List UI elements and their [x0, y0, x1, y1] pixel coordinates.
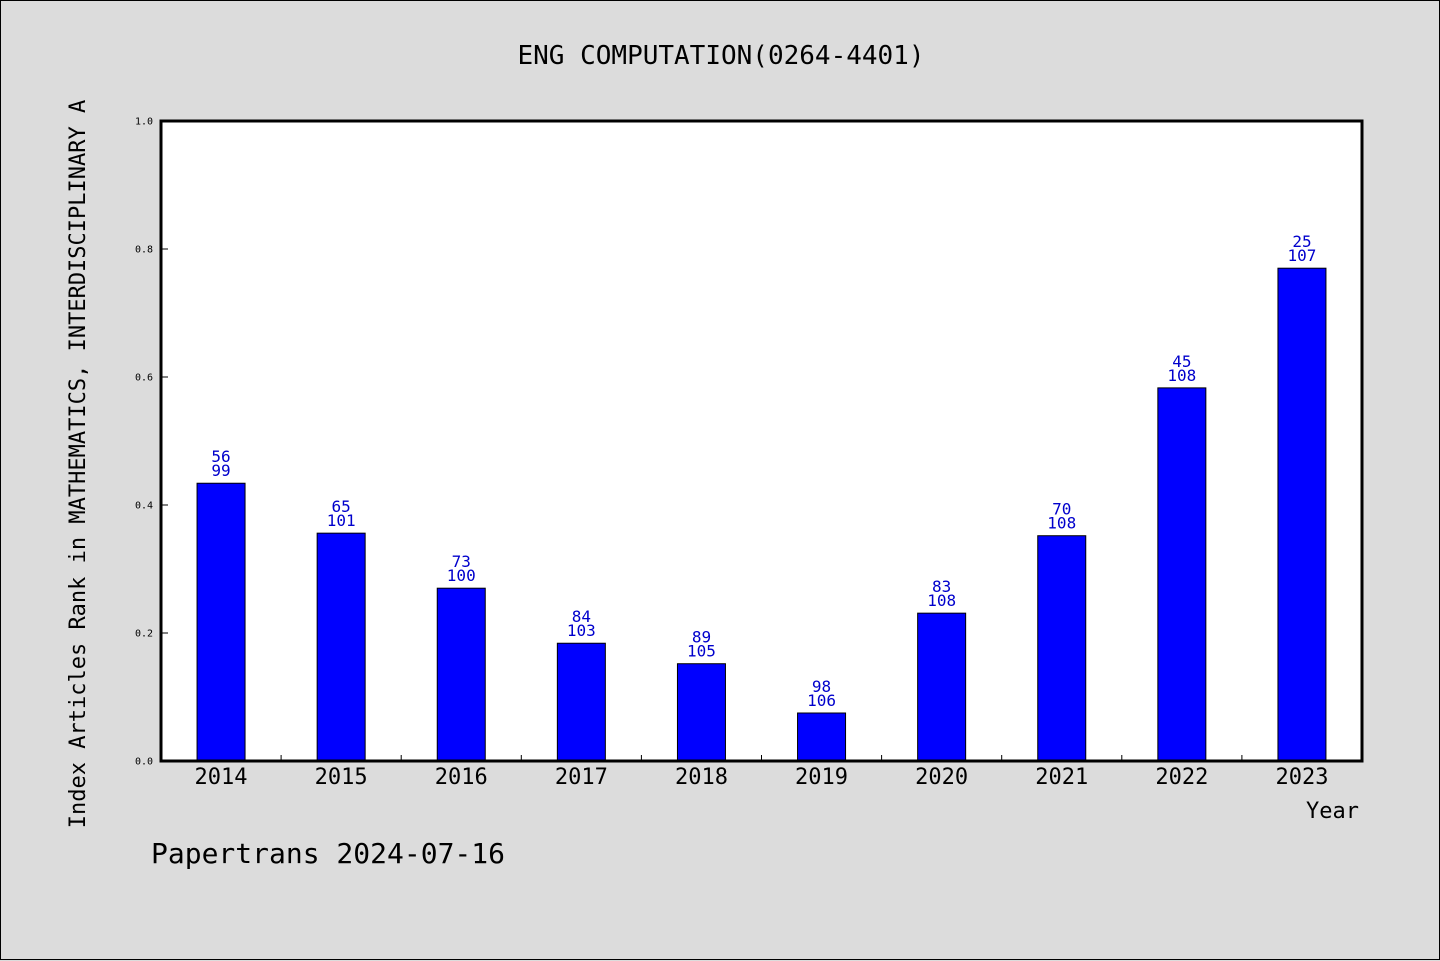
bar-2015: [316, 532, 366, 762]
bar-2019: [797, 712, 847, 762]
bar-total-label: 100: [447, 566, 476, 585]
bar-2017: [556, 642, 606, 762]
x-tick-label: 2021: [1035, 765, 1088, 790]
x-tick-label: 2015: [315, 765, 368, 790]
bar-total-label: 99: [211, 461, 230, 480]
y-tick-label: 0.4: [135, 501, 153, 512]
bar-rank-label: 56: [211, 447, 230, 466]
bar-rank-label: 70: [1052, 500, 1071, 519]
bar-2021: [1037, 535, 1087, 762]
bar-total-label: 101: [327, 511, 356, 530]
bar-rank-label: 84: [572, 607, 591, 626]
footer-credit: Papertrans 2024-07-16: [151, 837, 505, 870]
y-tick-label: 1.0: [135, 117, 153, 128]
y-axis-label: Index Articles Rank in MATHEMATICS, INTE…: [66, 100, 91, 828]
bar-2014: [196, 482, 246, 762]
bar-rank-label: 25: [1292, 232, 1311, 251]
x-tick-label: 2023: [1275, 765, 1328, 790]
x-tick-label: 2020: [915, 765, 968, 790]
bar-total-label: 107: [1287, 246, 1316, 265]
bar-total-label: 103: [567, 621, 596, 640]
bar-2020: [917, 612, 967, 762]
bar-rank-label: 73: [452, 552, 471, 571]
bar-rank-label: 45: [1172, 352, 1191, 371]
y-tick-label: 0.8: [135, 245, 153, 256]
plot-border: [159, 119, 1364, 763]
bar-2023: [1277, 267, 1327, 762]
bar-rank-label: 65: [332, 497, 351, 516]
bar-total-label: 108: [927, 591, 956, 610]
bar-rank-label: 83: [932, 577, 951, 596]
x-tick-label: 2017: [555, 765, 608, 790]
y-tick-label: 0.0: [135, 757, 153, 768]
bar-total-label: 108: [1167, 366, 1196, 385]
y-tick-label: 0.6: [135, 373, 153, 384]
bar-rank-label: 89: [692, 628, 711, 647]
bar-total-label: 105: [687, 642, 716, 661]
x-tick-label: 2014: [195, 765, 248, 790]
x-tick-label: 2019: [795, 765, 848, 790]
bar-total-label: 106: [807, 691, 836, 710]
x-axis-label: Year: [1306, 799, 1359, 824]
x-tick-label: 2016: [435, 765, 488, 790]
bar-2016: [436, 587, 486, 762]
y-tick-label: 0.2: [135, 629, 153, 640]
bar-rank-label: 98: [812, 677, 831, 696]
bar-2022: [1157, 387, 1207, 762]
x-tick-label: 2018: [675, 765, 728, 790]
bar-2018: [676, 663, 726, 762]
bar-total-label: 108: [1047, 514, 1076, 533]
x-tick-label: 2022: [1155, 765, 1208, 790]
chart-title: ENG COMPUTATION(0264-4401): [518, 41, 925, 71]
